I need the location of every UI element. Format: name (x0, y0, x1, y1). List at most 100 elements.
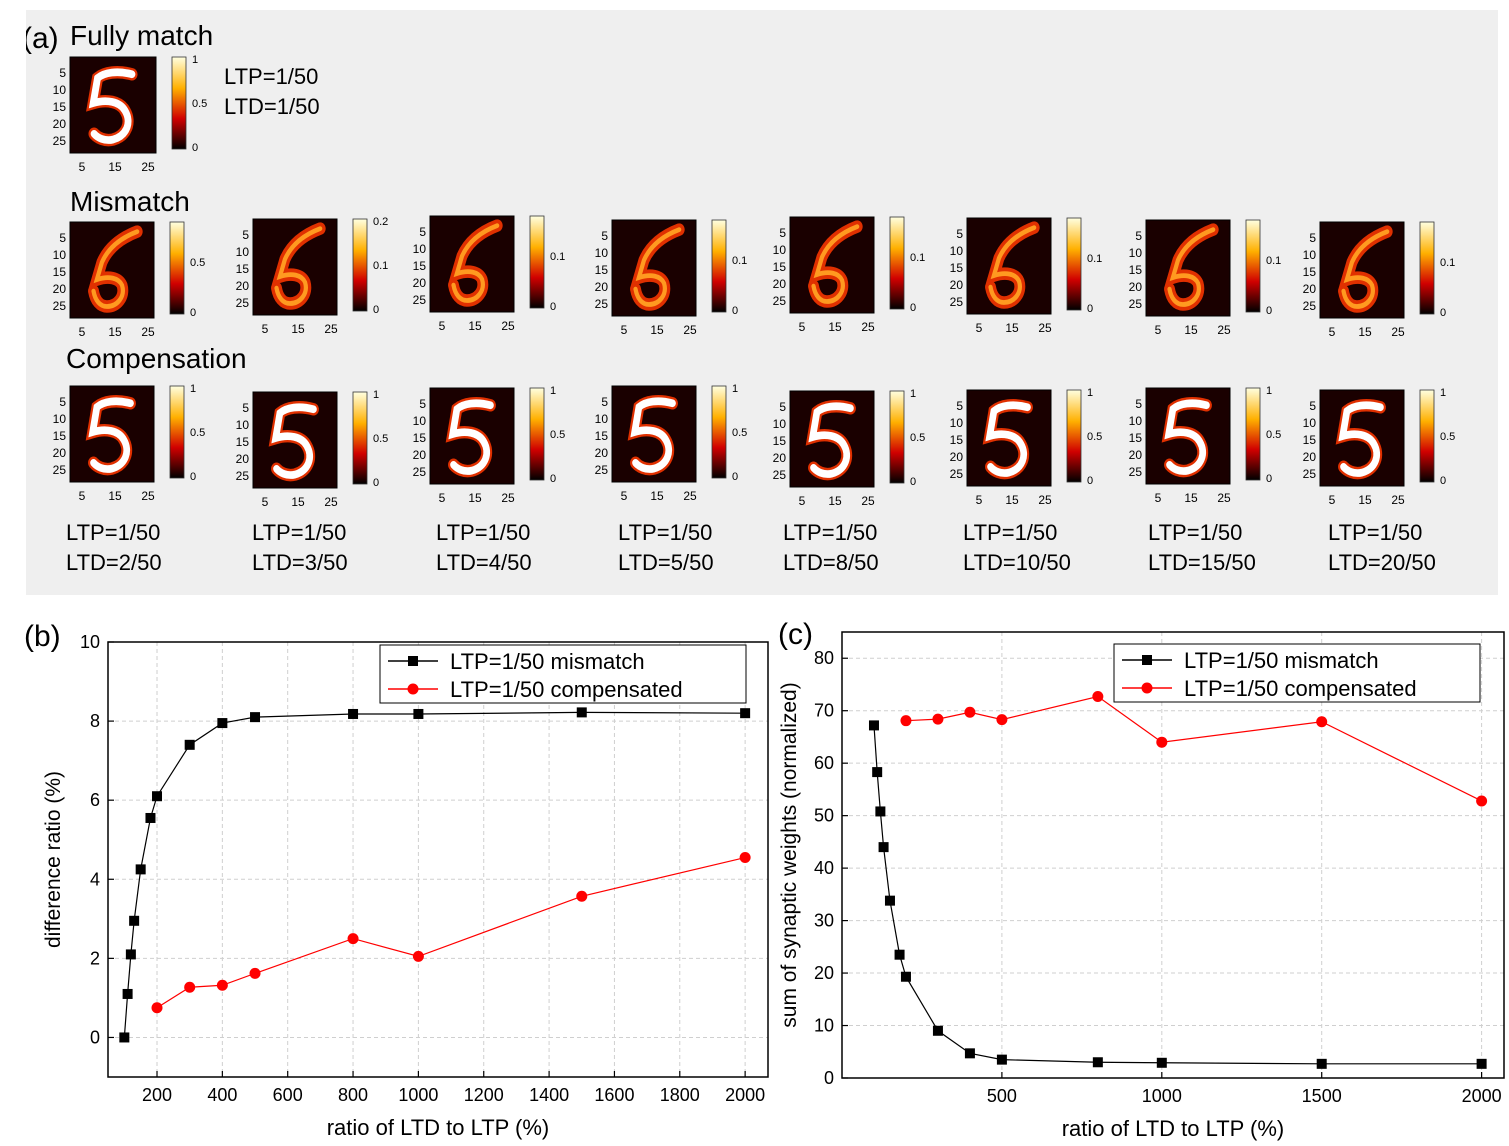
colorbar-label-mid: 0.1 (1266, 255, 1281, 267)
data-point-circle (347, 933, 359, 945)
heatmap-xtick: 25 (324, 495, 338, 509)
heatmap-ytick: 25 (1129, 465, 1143, 479)
heatmap-ytick: 5 (779, 226, 786, 240)
colorbar-label-min: 0 (550, 473, 556, 485)
comp-param-ltp-7: LTP=1/50 (1328, 520, 1422, 545)
heatmap-ytick: 10 (595, 412, 609, 426)
legend-box (379, 644, 747, 704)
data-point-circle (1156, 736, 1168, 748)
x-axis-label: ratio of LTD to LTP (%) (327, 1115, 550, 1140)
panel-label: (c) (778, 618, 813, 651)
data-point-square (875, 806, 886, 817)
heatmap-xtick: 25 (1391, 325, 1405, 339)
heatmap-ytick: 25 (53, 463, 67, 477)
heatmap-ytick: 25 (950, 467, 964, 481)
data-point-square (413, 708, 424, 719)
colorbar-label-mid: 0.5 (550, 429, 565, 441)
heatmap-compensation-4 (789, 390, 905, 488)
data-point-circle (249, 967, 261, 979)
xtick-label: 1600 (594, 1085, 634, 1105)
heatmap-ytick: 20 (773, 451, 787, 465)
heatmap-ytick: 20 (53, 117, 67, 131)
heatmap-xtick: 15 (468, 491, 482, 505)
data-point-square (135, 864, 146, 875)
colorbar-label-min: 0 (190, 307, 196, 319)
heatmap-ytick: 10 (53, 83, 67, 97)
heatmap-ytick: 5 (1309, 399, 1316, 413)
heatmap-xtick: 5 (799, 320, 806, 334)
legend-box (1113, 643, 1481, 703)
data-point-circle (576, 890, 588, 902)
colorbar-label-min: 0 (1266, 305, 1272, 317)
heatmap-xtick: 25 (501, 319, 515, 333)
heatmap-ytick: 15 (773, 434, 787, 448)
xtick-label: 400 (207, 1085, 237, 1105)
colorbar-label-max: 1 (910, 388, 916, 400)
comp-param-ltp-4: LTP=1/50 (783, 520, 877, 545)
heatmap-xtick: 5 (79, 489, 86, 503)
heatmap-xtick: 15 (108, 160, 122, 174)
heatmap-xtick: 5 (79, 325, 86, 339)
legend-marker (407, 683, 419, 695)
heatmap-xtick: 15 (1184, 323, 1198, 337)
xtick-label: 500 (987, 1086, 1017, 1106)
colorbar-label-max: 1 (1087, 387, 1093, 399)
colorbar-label-min: 0 (190, 471, 196, 483)
heatmap-mismatch-2 (429, 215, 545, 313)
heatmap-mismatch-0 (69, 221, 185, 319)
heatmap-xtick: 5 (621, 489, 628, 503)
data-point-square (1156, 1057, 1167, 1068)
heatmap-ytick: 25 (773, 294, 787, 308)
heatmap-mismatch-7 (1319, 221, 1435, 319)
heatmap-ytick: 20 (413, 276, 427, 290)
heatmap-ytick: 15 (413, 259, 427, 273)
data-point-circle (151, 1002, 163, 1014)
heatmap-xtick: 5 (799, 494, 806, 508)
colorbar-label-min: 0 (910, 476, 916, 488)
colorbar-label-mid: 0.5 (190, 257, 205, 269)
comp-param-ltd-3: LTD=5/50 (618, 550, 714, 575)
data-point-square (122, 988, 133, 999)
colorbar-label-max: 1 (190, 383, 196, 395)
colorbar-label-mid: 0.5 (1087, 431, 1102, 443)
heatmap-xtick: 5 (621, 323, 628, 337)
comp-param-ltd-0: LTD=2/50 (66, 550, 162, 575)
heatmap-ytick: 15 (1129, 431, 1143, 445)
data-point-square (868, 720, 879, 731)
heatmap-ytick: 20 (1129, 280, 1143, 294)
xtick-label: 1400 (529, 1085, 569, 1105)
heatmap-ytick: 10 (236, 418, 250, 432)
heatmap-xtick: 25 (141, 325, 155, 339)
heatmap-xtick: 15 (108, 325, 122, 339)
colorbar-label-max: 1 (373, 389, 379, 401)
heatmap-xtick: 25 (141, 489, 155, 503)
data-point-square (129, 915, 140, 926)
heatmap-ytick: 25 (950, 295, 964, 309)
xtick-label: 200 (142, 1085, 172, 1105)
heatmap-xtick: 5 (976, 321, 983, 335)
data-point-square (740, 708, 751, 719)
legend-entry-1: LTP=1/50 compensated (450, 677, 683, 702)
heatmap-xtick: 25 (501, 491, 515, 505)
comp-param-ltd-1: LTD=3/50 (252, 550, 348, 575)
comp-param-ltp-6: LTP=1/50 (1148, 520, 1242, 545)
comp-param-ltd-5: LTD=10/50 (963, 550, 1071, 575)
colorbar-label-min: 0 (550, 301, 556, 313)
colorbar-label-mid: 0.1 (732, 255, 747, 267)
colorbar-label-min: 0 (373, 304, 379, 316)
heatmap-ytick: 10 (950, 416, 964, 430)
data-point-square (878, 842, 889, 853)
heatmap-xtick: 25 (1038, 321, 1052, 335)
colorbar-label-min: 0 (192, 142, 198, 154)
heatmap-ytick: 15 (413, 431, 427, 445)
heatmap-ytick: 10 (236, 245, 250, 259)
heatmap-ytick: 10 (950, 244, 964, 258)
data-point-circle (1476, 795, 1488, 807)
heatmap-mismatch-6 (1145, 219, 1261, 317)
plot-frame (107, 641, 769, 1078)
xtick-label: 1800 (660, 1085, 700, 1105)
heatmap-ytick: 15 (236, 435, 250, 449)
data-point-square (894, 949, 905, 960)
panel-a-heatmaps: (a) Fully match Mismatch Compensation LTP=1/… (22, 10, 1498, 595)
data-point-square (1476, 1058, 1487, 1069)
